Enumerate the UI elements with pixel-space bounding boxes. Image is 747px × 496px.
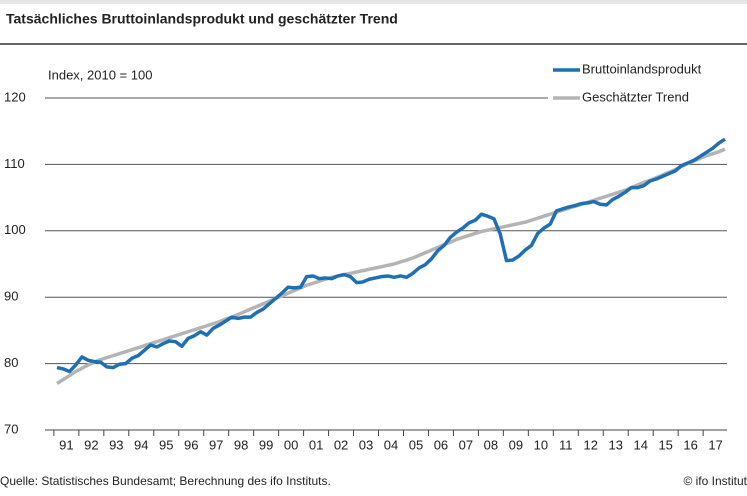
x-tick-label: 13 xyxy=(609,437,623,452)
x-tick-label: 93 xyxy=(109,437,123,452)
x-tick-label: 03 xyxy=(359,437,373,452)
y-axis-label: Index, 2010 = 100 xyxy=(48,67,152,82)
x-tick-label: 05 xyxy=(409,437,423,452)
y-tick-label: 100 xyxy=(4,222,26,237)
legend-label: Geschätzter Trend xyxy=(582,89,689,104)
x-tick-label: 97 xyxy=(209,437,223,452)
y-tick-label: 80 xyxy=(4,355,18,370)
legend-bg xyxy=(548,60,747,80)
x-tick-label: 99 xyxy=(259,437,273,452)
credit: © ifo Institut xyxy=(683,474,747,488)
legend-label: Bruttoinlandsprodukt xyxy=(582,61,702,76)
top-strip xyxy=(0,0,747,4)
x-tick-label: 10 xyxy=(534,437,548,452)
x-tick-label: 00 xyxy=(284,437,298,452)
y-tick-label: 70 xyxy=(4,421,18,436)
series-line xyxy=(56,137,726,374)
x-tick-label: 01 xyxy=(309,437,323,452)
y-tick-label: 90 xyxy=(4,289,18,304)
series-line xyxy=(56,147,726,385)
x-tick-label: 14 xyxy=(633,437,647,452)
x-tick-label: 91 xyxy=(59,437,73,452)
chart-title: Tatsächliches Bruttoinlandsprodukt und g… xyxy=(6,11,398,27)
x-tick-label: 96 xyxy=(184,437,198,452)
x-tick-label: 11 xyxy=(559,437,573,452)
x-tick-label: 08 xyxy=(484,437,498,452)
x-tick-label: 94 xyxy=(134,437,148,452)
x-tick-label: 09 xyxy=(509,437,523,452)
source: Quelle: Statistisches Bundesamt; Berechn… xyxy=(0,474,331,488)
x-tick-label: 95 xyxy=(159,437,173,452)
x-tick-label: 02 xyxy=(334,437,348,452)
x-tick-label: 07 xyxy=(459,437,473,452)
y-tick-label: 110 xyxy=(4,156,25,171)
x-tick-label: 15 xyxy=(658,437,672,452)
legend-bg xyxy=(548,88,747,108)
x-tick-label: 16 xyxy=(683,437,697,452)
x-tick-label: 98 xyxy=(234,437,248,452)
x-tick-label: 06 xyxy=(434,437,448,452)
y-tick-label: 120 xyxy=(4,89,26,104)
x-tick-label: 17 xyxy=(708,437,722,452)
x-tick-label: 92 xyxy=(84,437,98,452)
x-tick-label: 04 xyxy=(384,437,398,452)
x-tick-label: 12 xyxy=(584,437,598,452)
